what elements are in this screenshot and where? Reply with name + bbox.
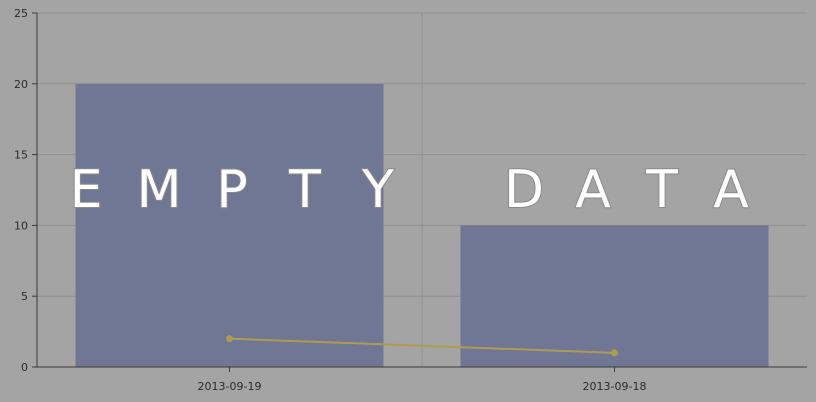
y-tick-label: 20	[14, 78, 28, 91]
x-tick-label: 2013-09-18	[583, 380, 647, 393]
overlay-letter-empty: M	[137, 160, 182, 220]
overlay-letter-data: T	[645, 160, 678, 220]
overlay-letter-empty: E	[70, 160, 103, 220]
overlay-letter-empty: P	[216, 160, 247, 220]
bar-series	[75, 83, 769, 368]
y-tick-label: 25	[14, 7, 28, 20]
x-tick-label: 2013-09-19	[198, 380, 262, 393]
y-tick-label: 5	[21, 290, 28, 303]
axes	[32, 12, 807, 372]
line-point	[611, 349, 618, 357]
x-tick-labels: 2013-09-19 2013-09-18	[198, 380, 647, 393]
bar	[75, 83, 384, 368]
overlay-letter-data: A	[713, 160, 749, 220]
bar	[460, 225, 769, 367]
y-tick-label: 10	[14, 219, 28, 232]
overlay-letter-data: A	[575, 160, 611, 220]
y-tick-labels: 0 5 10 15 20 25	[14, 7, 28, 374]
overlay-letter-data: D	[504, 160, 544, 220]
overlay-letter-empty: Y	[361, 160, 394, 220]
line-series	[226, 335, 618, 357]
y-tick-label: 0	[21, 361, 28, 374]
line-point	[226, 335, 233, 343]
y-tick-label: 15	[14, 149, 28, 162]
overlay-letter-empty: T	[288, 160, 321, 220]
line-path	[229, 337, 615, 354]
